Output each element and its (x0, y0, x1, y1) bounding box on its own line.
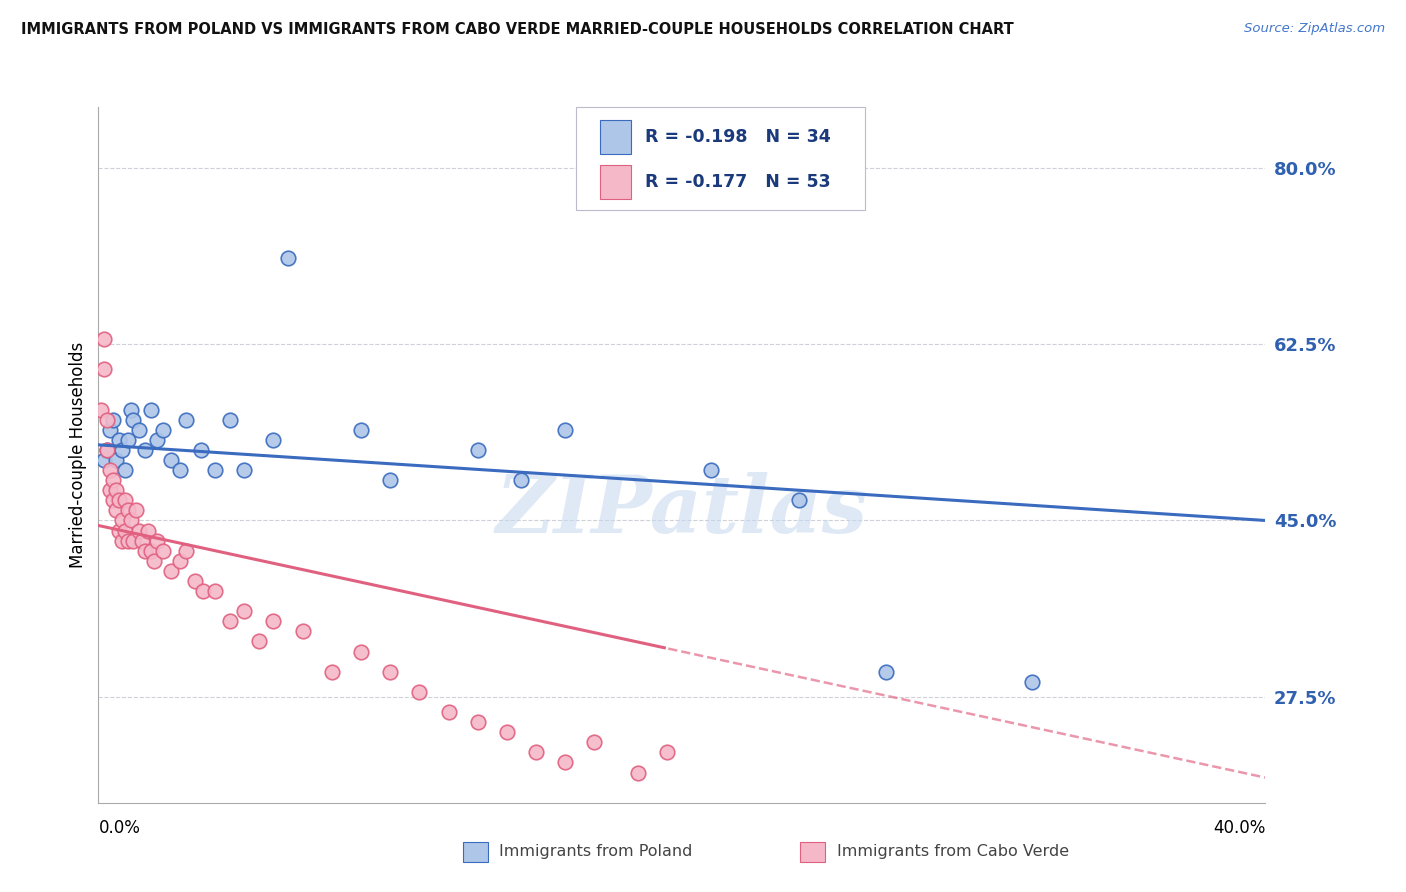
Point (139, 402, 162, 417)
Point (93, 362, 115, 376)
Point (247, 634, 270, 648)
Point (875, 665, 897, 679)
Point (101, 412, 124, 426)
Point (350, 423, 373, 437)
Point (467, 442, 489, 457)
Point (96, 442, 118, 457)
Point (128, 524, 150, 538)
Point (134, 543, 156, 558)
Point (128, 423, 150, 437)
Text: Source: ZipAtlas.com: Source: ZipAtlas.com (1244, 22, 1385, 36)
Point (378, 665, 402, 679)
Point (93, 332, 115, 346)
Point (190, 442, 212, 457)
Point (408, 685, 430, 699)
Point (218, 615, 240, 629)
Point (93, 453, 115, 467)
Point (291, 624, 314, 639)
Point (218, 412, 240, 426)
Point (142, 554, 165, 568)
Point (233, 604, 256, 618)
Point (524, 745, 547, 759)
Point (1021, 674, 1043, 689)
Text: Immigrants from Cabo Verde: Immigrants from Cabo Verde (837, 845, 1069, 859)
Point (627, 765, 650, 780)
Point (117, 503, 139, 517)
Point (510, 473, 533, 487)
Point (160, 453, 183, 467)
Point (174, 543, 197, 558)
Point (98, 423, 121, 437)
Y-axis label: Married-couple Households: Married-couple Households (69, 342, 87, 568)
Point (134, 442, 156, 457)
Point (233, 463, 256, 477)
Point (787, 493, 810, 508)
Text: Immigrants from Poland: Immigrants from Poland (499, 845, 693, 859)
Point (108, 433, 131, 447)
Point (111, 513, 134, 527)
Point (122, 533, 145, 548)
Point (183, 574, 205, 588)
Point (136, 524, 159, 538)
Point (104, 503, 127, 517)
Point (204, 463, 226, 477)
Point (146, 533, 169, 548)
Point (378, 473, 402, 487)
Point (657, 745, 679, 759)
Point (160, 564, 183, 578)
Point (98, 483, 121, 498)
Point (114, 493, 136, 508)
Point (114, 524, 136, 538)
Point (125, 503, 148, 517)
Text: 0.0%: 0.0% (98, 819, 141, 837)
Point (104, 483, 127, 498)
Point (169, 554, 191, 568)
Point (108, 493, 131, 508)
Point (700, 463, 723, 477)
Point (350, 644, 373, 658)
Point (495, 725, 517, 739)
Point (104, 453, 127, 467)
Point (583, 735, 606, 749)
Point (437, 705, 460, 719)
Point (90, 402, 112, 417)
Point (152, 423, 174, 437)
Point (131, 533, 153, 548)
Point (262, 615, 284, 629)
Point (122, 412, 145, 426)
Text: R = -0.177   N = 53: R = -0.177 N = 53 (645, 173, 831, 191)
Point (554, 756, 576, 770)
Point (146, 433, 169, 447)
Point (174, 412, 197, 426)
Point (96, 442, 118, 457)
Point (117, 433, 139, 447)
Text: ZIPatlas: ZIPatlas (496, 472, 868, 549)
Text: 40.0%: 40.0% (1213, 819, 1265, 837)
Point (321, 665, 343, 679)
Point (152, 543, 174, 558)
Point (96, 412, 118, 426)
Point (114, 463, 136, 477)
Point (204, 584, 226, 599)
Point (111, 442, 134, 457)
Point (139, 543, 162, 558)
Point (101, 473, 124, 487)
Point (98, 463, 121, 477)
Point (277, 252, 299, 266)
Text: R = -0.198   N = 34: R = -0.198 N = 34 (645, 128, 831, 146)
Point (101, 493, 124, 508)
Point (554, 423, 576, 437)
Point (262, 433, 284, 447)
Text: IMMIGRANTS FROM POLAND VS IMMIGRANTS FROM CABO VERDE MARRIED-COUPLE HOUSEHOLDS C: IMMIGRANTS FROM POLAND VS IMMIGRANTS FRO… (21, 22, 1014, 37)
Point (111, 533, 134, 548)
Point (120, 402, 142, 417)
Point (108, 524, 131, 538)
Point (169, 463, 191, 477)
Point (193, 584, 215, 599)
Point (120, 513, 142, 527)
Point (117, 533, 139, 548)
Point (467, 715, 489, 730)
